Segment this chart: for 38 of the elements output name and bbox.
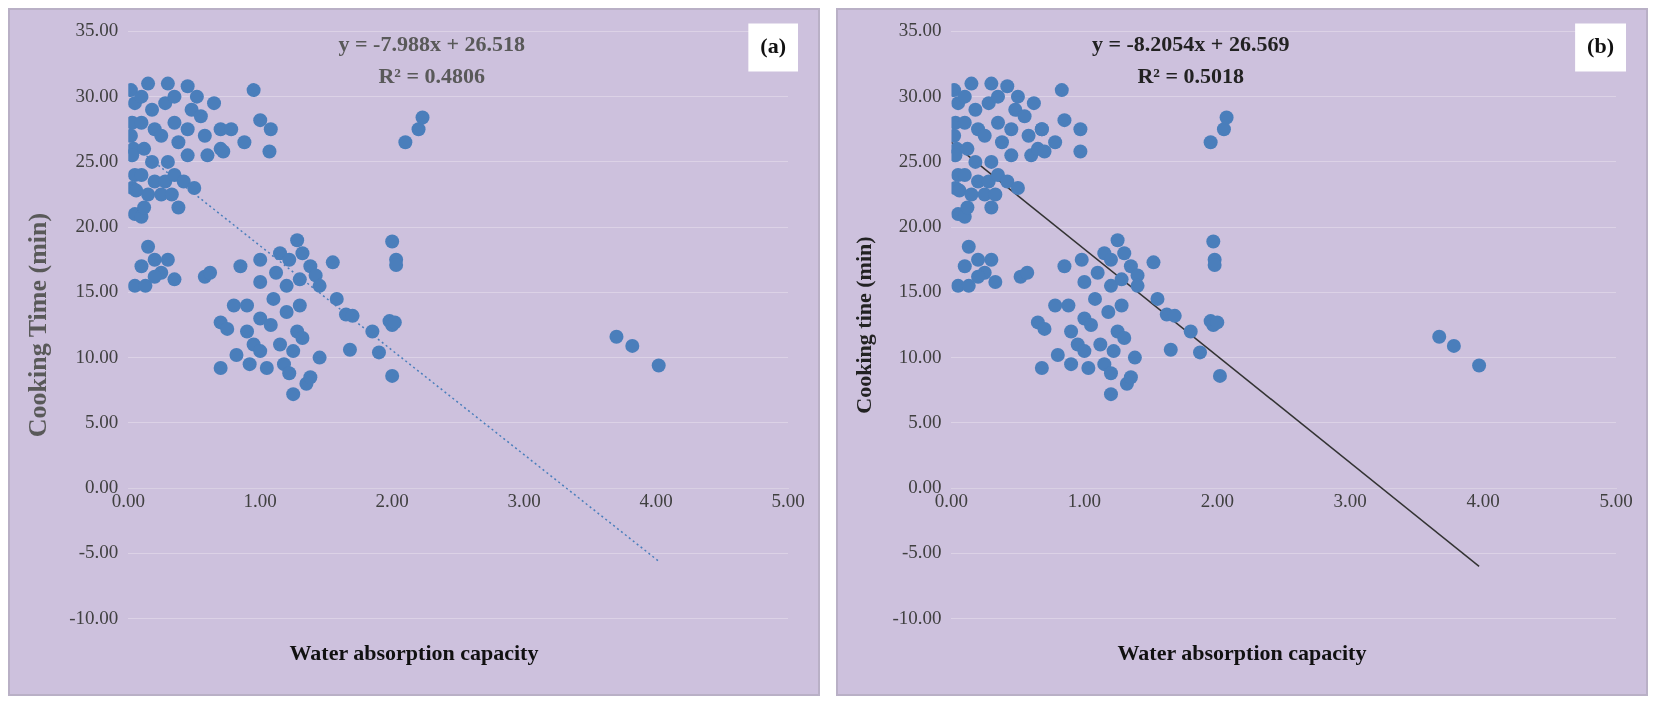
x-axis-title: Water absorption capacity [288,640,540,666]
x-tick-label: 1.00 [243,490,277,512]
y-tick-label: -10.00 [69,606,119,628]
x-tick-label: 2.00 [375,490,409,512]
y-tick-label: 5.00 [85,410,119,432]
y-tick-label: 15.00 [898,280,942,302]
y-tick-label: 20.00 [75,215,119,237]
annotation: y = -7.988x + 26.518 [338,31,525,57]
y-tick-label: 25.00 [75,149,119,171]
x-tick-label: 4.00 [639,490,673,512]
annotation: y = -8.2054x + 26.569 [1092,31,1290,57]
x-tick-label: 1.00 [1067,490,1102,512]
x-tick-label: 5.00 [1599,490,1633,512]
y-tick-label: 25.00 [898,149,942,171]
y-tick-label: 10.00 [75,345,119,367]
x-tick-label: 5.00 [771,490,805,512]
y-tick-label: 30.00 [898,84,942,106]
y-tick-label: 30.00 [75,84,119,106]
x-tick-label: 4.00 [1466,490,1500,512]
y-tick-label: 35.00 [898,19,942,41]
x-tick-label: 3.00 [1333,490,1367,512]
y-tick-label: 35.00 [75,19,119,41]
y-tick-label: -5.00 [901,541,942,563]
annotation: (a) [760,33,786,59]
x-tick-label: 2.00 [1200,490,1234,512]
y-tick-label: 10.00 [898,345,942,367]
y-tick-label: 5.00 [908,410,942,432]
annotation: R² = 0.4806 [378,63,486,89]
y-tick-label: -5.00 [78,541,119,563]
y-axis-title: Cooking tine (min) [850,236,876,414]
annotation: R² = 0.5018 [1137,63,1244,89]
y-tick-label: 15.00 [75,280,119,302]
y-tick-label: -10.00 [892,606,942,628]
y-axis-title: Cooking Time (min) [23,212,53,438]
x-axis-title: Water absorption capacity [1116,640,1368,666]
y-tick-label: 20.00 [898,215,942,237]
annotation: (b) [1587,33,1614,59]
x-tick-label: 3.00 [507,490,541,512]
